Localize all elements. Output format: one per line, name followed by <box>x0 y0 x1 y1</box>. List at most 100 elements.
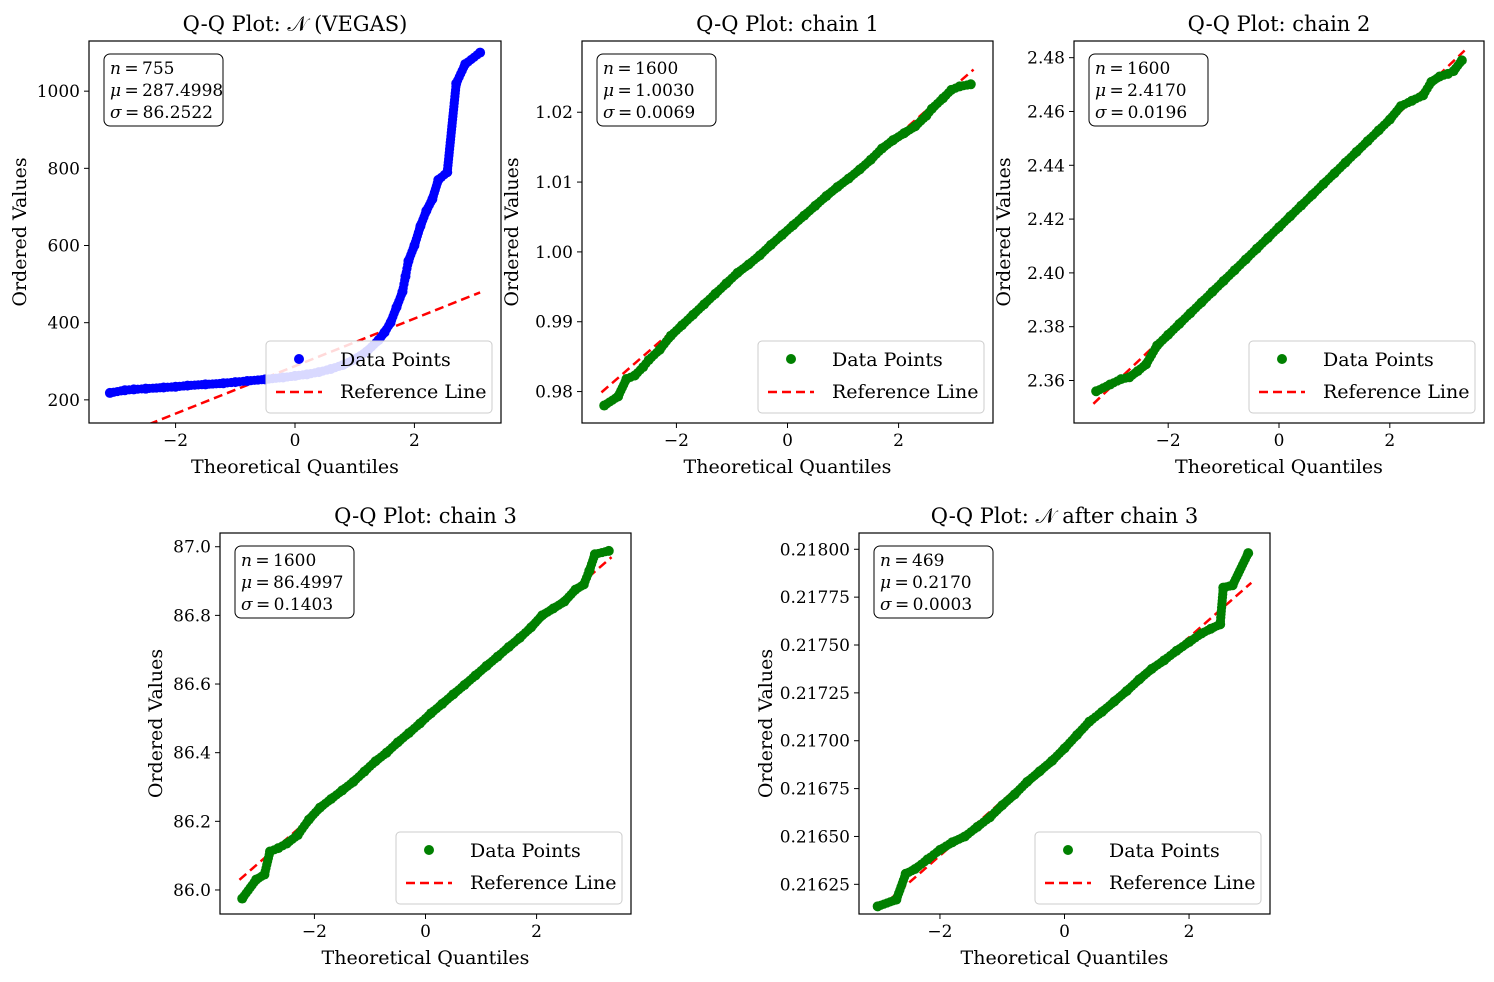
stat-mu-value: 2.4170 <box>1127 81 1186 101</box>
y-axis-label: Ordered Values <box>755 649 777 798</box>
y-tick-label: 2.40 <box>1027 264 1065 284</box>
y-tick-label: 2.46 <box>1027 102 1065 122</box>
axes-frame <box>1073 40 1485 424</box>
panel-vegas: Q-Q Plot: 𝒩 (VEGAS) −2 0 2 200 400 600 800 1000 T… <box>9 12 502 478</box>
x-axis-label: Theoretical Quantiles <box>1175 456 1383 478</box>
chart-title: Q-Q Plot: 𝒩 (VEGAS) <box>183 12 408 36</box>
x-tick-label: −2 <box>1156 431 1181 451</box>
legend-marker-data <box>786 354 796 364</box>
stat-sigma-value: 0.0069 <box>636 103 695 123</box>
chart-title: Q-Q Plot: chain 1 <box>696 12 879 36</box>
y-tick-label: 0.21750 <box>780 636 850 656</box>
x-tick-label: 2 <box>531 922 542 942</box>
y-tick-label: 800 <box>48 159 80 179</box>
y-tick-label: 2.36 <box>1027 371 1065 391</box>
stats-box <box>234 545 355 619</box>
stat-n: n = 1600 <box>1095 59 1170 79</box>
legend-label-data: Data Points <box>1323 349 1434 371</box>
plot-area <box>1091 49 1467 405</box>
stat-sigma: σ = 86.2522 <box>110 103 213 123</box>
y-tick-label: 1000 <box>37 82 80 102</box>
y-tick-label: 0.21700 <box>780 732 850 752</box>
legend-box <box>395 831 623 905</box>
stats-box <box>1088 53 1209 127</box>
x-axis-label: Theoretical Quantiles <box>961 947 1169 969</box>
x-tick-label: −2 <box>302 922 327 942</box>
y-axis-label: Ordered Values <box>993 157 1015 306</box>
legend-box <box>265 340 493 414</box>
axes-frame <box>219 532 632 915</box>
y-tick-label: 1.00 <box>535 243 573 263</box>
legend-label-ref: Reference Line <box>1109 872 1256 894</box>
stat-n: n = 1600 <box>603 59 678 79</box>
y-tick-label: 86.6 <box>173 675 211 695</box>
legend-label-ref: Reference Line <box>470 872 617 894</box>
data-point <box>603 545 614 556</box>
plot-area <box>237 545 614 904</box>
panel-chain-3: Q-Q Plot: chain 3 −2 0 2 86.0 86.2 86.4 86.6 86.… <box>145 504 632 969</box>
legend-label-data: Data Points <box>1109 840 1220 862</box>
y-tick-label: 0.21725 <box>780 684 850 704</box>
stats-box <box>596 53 717 127</box>
legend-box <box>1248 340 1476 414</box>
stat-n-value: 1600 <box>1127 59 1170 79</box>
legend-box <box>757 340 985 414</box>
stat-n: n = 755 <box>110 59 174 79</box>
y-tick-label: 2.48 <box>1027 49 1065 69</box>
stat-sigma: σ = 0.0069 <box>603 103 695 123</box>
y-tick-label: 0.21675 <box>780 780 850 800</box>
y-axis-label: Ordered Values <box>501 157 523 306</box>
y-tick-label: 86.4 <box>173 744 211 764</box>
stat-n: n = 1600 <box>241 551 316 571</box>
y-tick-label: 1.01 <box>535 173 573 193</box>
y-tick-label: 87.0 <box>173 538 211 558</box>
stat-n: n = 469 <box>880 551 944 571</box>
data-point <box>965 79 976 90</box>
stat-mu-value: 86.4997 <box>273 573 343 593</box>
chart-title: Q-Q Plot: chain 3 <box>334 504 517 528</box>
legend-marker-data <box>424 845 434 855</box>
stat-mu-value: 0.2170 <box>912 573 971 593</box>
x-tick-label: 0 <box>1274 431 1285 451</box>
stat-mu-value: 1.0030 <box>635 81 694 101</box>
y-tick-label: 0.21775 <box>780 588 850 608</box>
legend-label-data: Data Points <box>340 349 451 371</box>
stat-mu: μ = 0.2170 <box>880 573 972 593</box>
stat-sigma: σ = 0.0196 <box>1095 103 1187 123</box>
stat-n-value: 1600 <box>635 59 678 79</box>
panel-chain-2: Q-Q Plot: chain 2 −2 0 2 2.36 2.38 2.40 2.42 2.4… <box>993 12 1485 478</box>
stat-mu: μ = 1.0030 <box>603 81 695 101</box>
stat-sigma: σ = 0.1403 <box>241 595 333 615</box>
y-tick-label: 2.42 <box>1027 210 1065 230</box>
x-axis-label: Theoretical Quantiles <box>191 456 399 478</box>
y-axis-label: Ordered Values <box>145 649 167 798</box>
stat-mu: μ = 2.4170 <box>1095 81 1187 101</box>
legend-marker-data <box>1063 845 1073 855</box>
legend-box <box>1034 831 1262 905</box>
y-tick-label: 0.98 <box>535 383 573 403</box>
stat-n-value: 1600 <box>273 551 316 571</box>
stat-sigma-value: 0.1403 <box>274 595 333 615</box>
legend-marker-data <box>1277 354 1287 364</box>
y-tick-label: 0.21800 <box>780 540 850 560</box>
x-tick-label: 0 <box>420 922 431 942</box>
legend-label-data: Data Points <box>470 840 581 862</box>
stat-sigma-value: 0.0196 <box>1128 103 1187 123</box>
stat-sigma-value: 86.2522 <box>143 103 213 123</box>
stats-box <box>873 545 994 619</box>
data-point <box>1243 548 1254 559</box>
y-tick-label: 86.8 <box>173 606 211 626</box>
y-tick-label: 2.44 <box>1027 156 1065 176</box>
x-tick-label: 2 <box>409 431 420 451</box>
y-tick-label: 1.02 <box>535 103 573 123</box>
y-tick-label: 0.99 <box>535 313 573 333</box>
panel-chain-1: Q-Q Plot: chain 1 −2 0 2 0.98 0.99 1.00 1.01 1.0… <box>501 12 994 478</box>
y-tick-label: 400 <box>48 314 80 334</box>
data-point <box>475 47 486 58</box>
x-tick-label: −2 <box>664 431 689 451</box>
x-tick-label: 0 <box>782 431 793 451</box>
plot-area <box>872 548 1254 912</box>
stat-n-value: 755 <box>142 59 174 79</box>
axes-frame <box>858 532 1271 915</box>
